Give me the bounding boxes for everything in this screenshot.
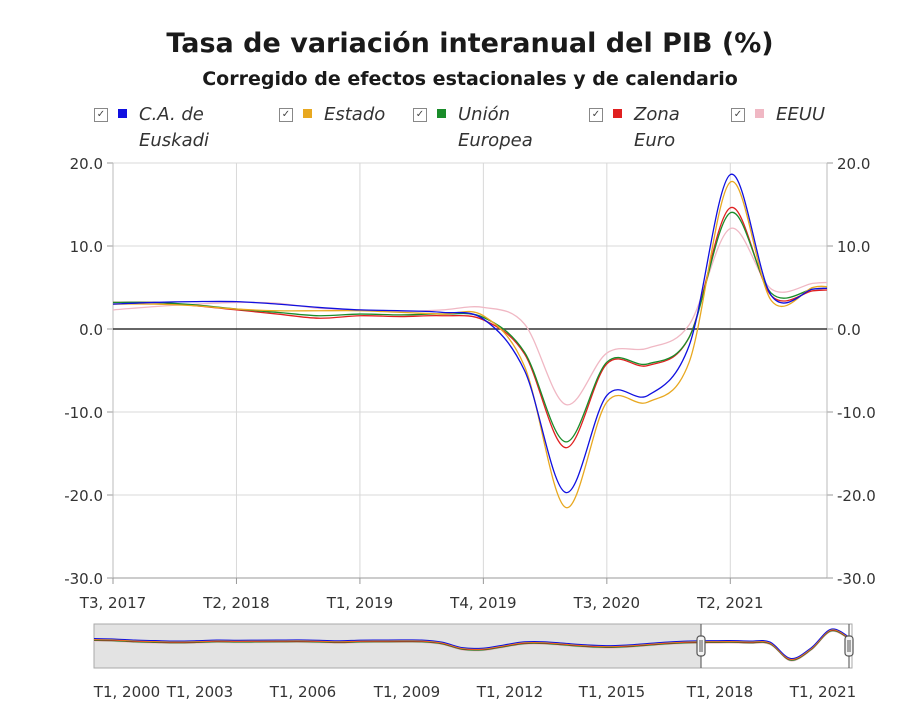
checkbox-icon[interactable]: ✓ <box>589 108 603 122</box>
x-tick-label: T1, 2019 <box>326 594 393 612</box>
series-lines[interactable] <box>112 173 828 509</box>
legend-item-eeuu[interactable]: ✓ EEUU <box>731 102 825 128</box>
legend-label: Unión Europea <box>458 104 533 151</box>
navigator-series-line <box>93 630 853 662</box>
checkbox-icon[interactable]: ✓ <box>94 108 108 122</box>
checkbox-icon[interactable]: ✓ <box>731 108 745 122</box>
y-tick-label-right: 20.0 <box>837 155 870 173</box>
x-tick-label: T3, 2020 <box>573 594 640 612</box>
series-line-c-a-de-euskadi[interactable] <box>112 173 828 494</box>
y-tick-label-right: -10.0 <box>837 404 876 422</box>
navigator-tick-label: T1, 2012 <box>476 683 543 701</box>
chart-subtitle: Corregido de efectos estacionales y de c… <box>202 68 738 90</box>
navigator-tick-label: T1, 2000 <box>93 683 160 701</box>
x-tick-label: T2, 2018 <box>202 594 269 612</box>
checkbox-icon[interactable]: ✓ <box>413 108 427 122</box>
series-swatch-icon <box>303 109 312 118</box>
series-swatch-icon <box>755 109 764 118</box>
series-swatch-icon <box>437 109 446 118</box>
legend-item-estado[interactable]: ✓ Estado <box>279 102 385 128</box>
x-tick-labels: T3, 2017 T2, 2018 T1, 2019 T4, 2019 T3, 2020… <box>79 594 764 612</box>
range-navigator[interactable]: T1, 2000 T1, 2003 T1, 2006 T1, 2009 T1, 2012… <box>93 623 856 701</box>
y-tick-label-right: 10.0 <box>837 238 870 256</box>
legend: ✓ C.A. de Euskadi ✓ Estado ✓ Unión Europ… <box>0 0 912 160</box>
chart-title: Tasa de variación interanual del PIB (%) <box>166 28 774 59</box>
navigator-right-handle[interactable] <box>844 635 854 657</box>
navigator-tick-label: T1, 2021 <box>789 683 856 701</box>
navigator-tick-label: T1, 2009 <box>373 683 440 701</box>
legend-item-euskadi[interactable]: ✓ C.A. de Euskadi <box>94 102 209 154</box>
x-tick-label: T2, 2021 <box>696 594 763 612</box>
navigator-tick-label: T1, 2015 <box>578 683 645 701</box>
navigator-series-line <box>93 629 853 661</box>
y-tick-label-left: -10.0 <box>64 404 103 422</box>
legend-label: EEUU <box>776 104 826 125</box>
y-tick-label-right: -30.0 <box>837 570 876 588</box>
y-tick-label-left: 0.0 <box>79 321 103 339</box>
axes <box>107 162 833 584</box>
navigator-tick-label: T1, 2018 <box>686 683 753 701</box>
series-line-zona-euro[interactable] <box>112 207 828 449</box>
navigator-series-line <box>93 629 853 660</box>
legend-label: Estado <box>324 104 386 125</box>
checkbox-icon[interactable]: ✓ <box>279 108 293 122</box>
gridlines <box>112 162 827 579</box>
x-tick-label: T3, 2017 <box>79 594 146 612</box>
y-tick-label-right: -20.0 <box>837 487 876 505</box>
legend-label: C.A. de Euskadi <box>139 104 210 151</box>
x-tick-label: T4, 2019 <box>449 594 516 612</box>
y-tick-label-left: 20.0 <box>70 155 103 173</box>
series-line-estado[interactable] <box>112 181 828 509</box>
y-tick-label-left: -30.0 <box>64 570 103 588</box>
navigator-left-handle[interactable] <box>696 635 706 657</box>
y-tick-label-right: 0.0 <box>837 321 861 339</box>
y-tick-label-left: 10.0 <box>70 238 103 256</box>
series-line-eeuu[interactable] <box>112 227 828 406</box>
navigator-series-line <box>93 630 853 661</box>
navigator-tick-label: T1, 2003 <box>166 683 233 701</box>
legend-item-zona-euro[interactable]: ✓ Zona Euro <box>589 102 680 154</box>
navigator-tick-label: T1, 2006 <box>269 683 336 701</box>
series-line-uni-n-europea[interactable] <box>112 212 828 443</box>
navigator-series-line <box>93 628 853 659</box>
legend-item-union-europea[interactable]: ✓ Unión Europea <box>413 102 533 154</box>
legend-label: Zona Euro <box>634 104 680 151</box>
y-tick-label-left: -20.0 <box>64 487 103 505</box>
series-swatch-icon <box>118 109 127 118</box>
series-swatch-icon <box>613 109 622 118</box>
y-tick-labels: 20.0 20.0 10.0 10.0 0.0 0.0 -10.0 -10.0 -20.0 -20… <box>64 155 876 588</box>
